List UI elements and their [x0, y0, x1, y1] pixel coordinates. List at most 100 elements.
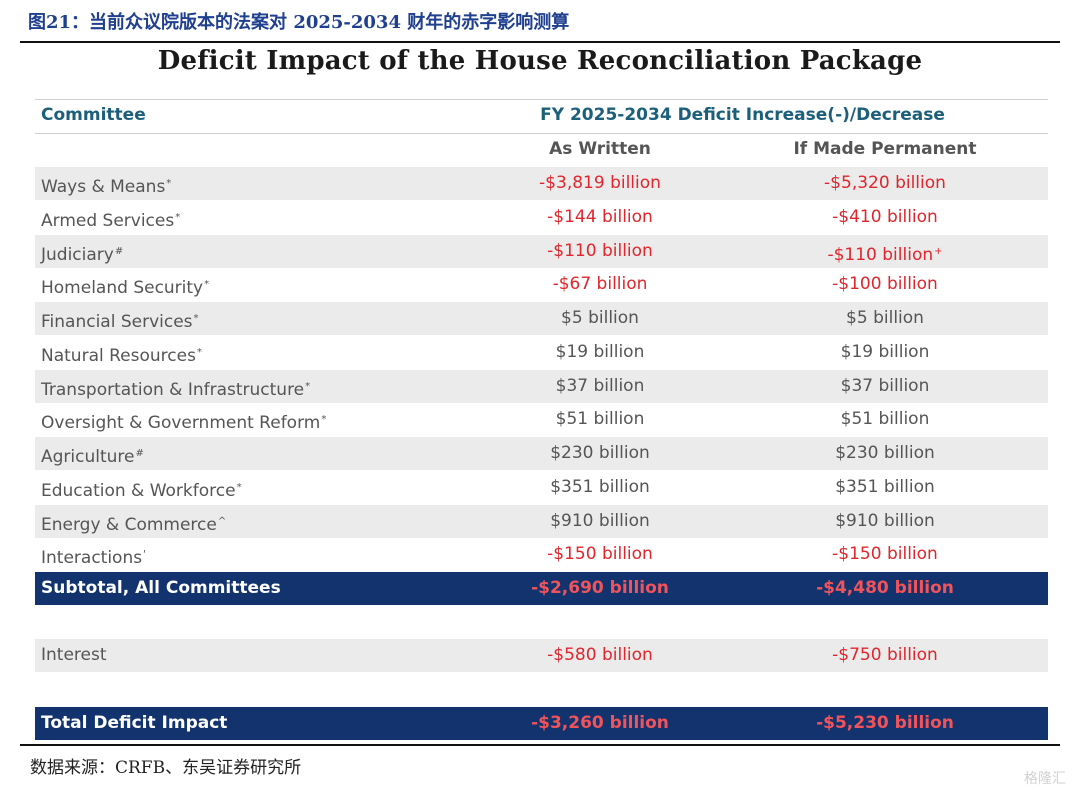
total-written: -$3,260 billion [531, 713, 669, 733]
header-rule-mid [35, 133, 1048, 134]
header-fy: FY 2025-2034 Deficit Increase(-)/Decreas… [540, 105, 945, 125]
committee-name-text: Education & Workforce [41, 480, 236, 501]
value-as-written-text: $5 billion [561, 308, 639, 328]
value-if-permanent-text: $37 billion [840, 375, 930, 396]
value-as-written-text: $351 billion [550, 476, 650, 497]
watermark-logo: 格隆汇 [1024, 771, 1066, 787]
value-if-permanent-text: $910 billion [835, 510, 935, 531]
value-as-written-text: $51 billion [555, 409, 645, 430]
committee-name: Natural Resources* [41, 336, 202, 369]
table-row: Natural Resources* $19 billion $19 billion [35, 336, 1048, 369]
subtotal-label: Subtotal, All Committees [41, 578, 281, 598]
table-row: Energy & Commerce^ $910 billion $910 billi… [35, 504, 1048, 538]
committee-name: Interactions' [41, 538, 146, 571]
value-as-written-text: $910 billion [550, 510, 650, 531]
interest-written: -$580 billion [547, 645, 653, 665]
value-if-permanent-text: -$150 billion [832, 544, 938, 565]
committee-name: Energy & Commerce^ [41, 505, 226, 538]
value-as-written: -$110 billion [465, 235, 735, 268]
value-as-written-text: $37 billion [555, 375, 645, 396]
table-row: Homeland Security* -$67 billion -$100 bill… [35, 268, 1048, 301]
header-row: Committee FY 2025-2034 Deficit Increase(… [35, 99, 1048, 132]
value-as-written-text: -$150 billion [547, 544, 653, 565]
value-as-written-text: $19 billion [555, 341, 645, 362]
footnote-mark: + [934, 245, 943, 257]
committee-name-text: Energy & Commerce [41, 514, 217, 535]
committee-name: Armed Services* [41, 201, 180, 234]
subheader-row: As Written If Made Permanent [35, 133, 1048, 166]
subtotal-row: Subtotal, All Committees -$2,690 billion… [35, 572, 1048, 605]
value-if-permanent: -$110 billion+ [750, 235, 1020, 268]
header-committee: Committee [41, 105, 146, 125]
committee-name: Financial Services* [41, 302, 199, 335]
header-rule-top [35, 99, 1048, 100]
committee-name: Education & Workforce* [41, 471, 242, 504]
subtotal-written: -$2,690 billion [531, 578, 669, 598]
bottom-rule [20, 744, 1060, 746]
value-as-written: $51 billion [465, 403, 735, 436]
committee-name-text: Ways & Means [41, 177, 166, 197]
value-as-written: $37 billion [465, 370, 735, 403]
footnote-mark: ' [143, 549, 146, 561]
value-if-permanent-text: -$100 billion [832, 274, 938, 295]
value-if-permanent: -$150 billion [750, 538, 1020, 571]
value-if-permanent: -$410 billion [750, 201, 1020, 234]
value-if-permanent-text: -$410 billion [832, 206, 938, 227]
committee-name-text: Agriculture [41, 447, 135, 467]
footnote-mark: * [204, 279, 210, 291]
table-row: Judiciary# -$110 billion -$110 billion+ [35, 234, 1048, 268]
committee-name-text: Interactions [41, 548, 143, 569]
table-row: Education & Workforce* $351 billion $351 b… [35, 471, 1048, 504]
footnote-mark: * [236, 481, 242, 493]
table-row: Armed Services* -$144 billion -$410 billio… [35, 201, 1048, 234]
value-as-written: $5 billion [465, 302, 735, 335]
footnote-mark: * [321, 414, 327, 426]
value-if-permanent-text: $230 billion [835, 443, 935, 463]
value-as-written: -$144 billion [465, 201, 735, 234]
value-if-permanent-text: $19 billion [840, 341, 930, 362]
value-if-permanent: $37 billion [750, 370, 1020, 403]
value-as-written-text: -$144 billion [547, 206, 653, 227]
footnote-mark: * [175, 211, 181, 223]
value-as-written: $351 billion [465, 471, 735, 504]
value-as-written: -$67 billion [465, 268, 735, 301]
header-as-written: As Written [549, 139, 651, 159]
table-row: Transportation & Infrastructure* $37 bill… [35, 369, 1048, 403]
value-as-written: -$150 billion [465, 538, 735, 571]
interest-label: Interest [41, 645, 107, 665]
value-as-written: $230 billion [465, 437, 735, 470]
value-if-permanent: $910 billion [750, 505, 1020, 538]
value-as-written: -$3,819 billion [465, 167, 735, 200]
table-row: Financial Services* $5 billion $5 billion [35, 302, 1048, 335]
footnote-mark: # [135, 448, 144, 459]
value-if-permanent: -$100 billion [750, 268, 1020, 301]
source-note: 数据来源：CRFB、东吴证券研究所 [30, 758, 302, 778]
value-if-permanent-text: $5 billion [846, 308, 924, 328]
table-row: Ways & Means* -$3,819 billion -$5,320 bill… [35, 167, 1048, 200]
committee-name-text: Homeland Security [41, 278, 204, 299]
committee-name: Judiciary# [41, 235, 123, 268]
value-as-written: $910 billion [465, 505, 735, 538]
committee-name-text: Oversight & Government Reform [41, 413, 321, 434]
value-if-permanent-text: -$110 billion [827, 244, 934, 265]
committee-name: Agriculture# [41, 437, 144, 470]
header-if-permanent: If Made Permanent [793, 139, 977, 159]
total-permanent: -$5,230 billion [816, 713, 954, 733]
subtotal-permanent: -$4,480 billion [816, 578, 954, 598]
value-as-written-text: -$110 billion [547, 240, 653, 261]
committee-name-text: Financial Services [41, 312, 193, 332]
value-if-permanent-text: $351 billion [835, 476, 935, 497]
value-if-permanent: $351 billion [750, 471, 1020, 504]
footnote-mark: * [193, 313, 199, 324]
table-row: Interactions' -$150 billion -$150 billion [35, 538, 1048, 571]
value-as-written-text: -$3,819 billion [539, 173, 661, 193]
committee-name-text: Natural Resources [41, 345, 196, 366]
footnote-mark: * [196, 346, 202, 358]
value-if-permanent: $5 billion [750, 302, 1020, 335]
value-as-written-text: $230 billion [550, 443, 650, 463]
value-if-permanent: $230 billion [750, 437, 1020, 470]
total-label: Total Deficit Impact [41, 713, 228, 733]
figure-title: 图21：当前众议院版本的法案对 2025-2034 财年的赤字影响测算 [28, 12, 570, 33]
table-row: Agriculture# $230 billion $230 billion [35, 437, 1048, 470]
value-as-written: $19 billion [465, 336, 735, 369]
